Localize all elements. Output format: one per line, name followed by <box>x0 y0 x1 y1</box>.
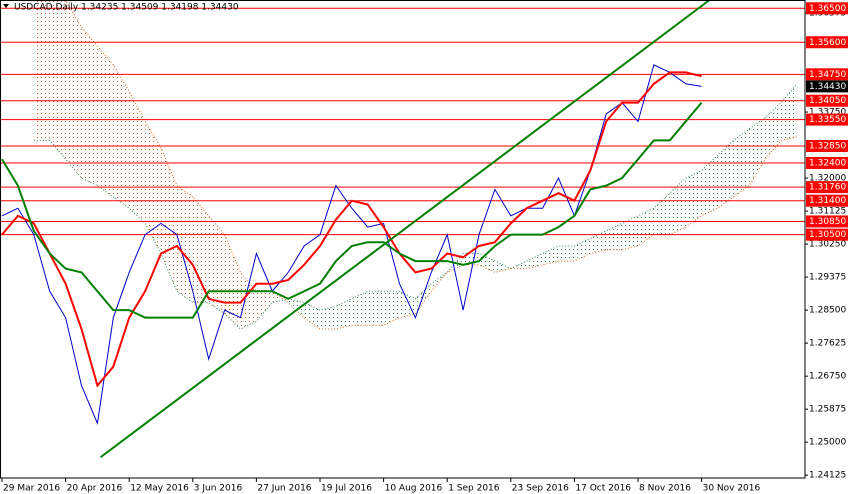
cloud-segment <box>669 178 686 235</box>
level-label: 1.30500 <box>809 230 846 240</box>
level-label-box <box>806 68 848 81</box>
x-tick-label: 19 Jul 2016 <box>321 484 372 494</box>
plot-frame <box>0 0 806 479</box>
current-price-label: 1.34430 <box>809 82 846 92</box>
level-label: 1.33550 <box>809 115 846 125</box>
y-tick-label: 1.25000 <box>809 438 846 448</box>
level-label-box <box>806 94 848 107</box>
cloud-segment <box>479 253 495 273</box>
cloud-segment <box>606 223 623 250</box>
level-label: 1.34750 <box>809 70 846 80</box>
cloud-segment <box>49 0 66 160</box>
cloud-segment <box>288 298 305 318</box>
cloud-segment <box>653 193 670 235</box>
x-tick-label: 27 Jun 2016 <box>257 484 311 494</box>
tenkan-sen <box>1 71 702 388</box>
x-tick-label: 17 Oct 2016 <box>575 484 631 494</box>
cloud-segment <box>558 245 575 262</box>
cloud-segment <box>97 46 114 197</box>
current-price-box <box>806 80 848 93</box>
cloud-segment <box>304 302 320 329</box>
y-tick-label: 1.32000 <box>809 174 846 184</box>
y-tick-label: 1.29375 <box>809 273 846 283</box>
cloud-segment <box>622 215 638 250</box>
x-tick-label: 30 Nov 2016 <box>703 484 761 494</box>
cloud-segment <box>240 272 257 329</box>
y-tick-label: 1.28500 <box>809 306 846 316</box>
level-label-box <box>806 36 848 49</box>
level-label-box <box>806 215 848 228</box>
trendline <box>99 0 711 459</box>
cloud-segment <box>208 215 225 314</box>
cloud-segment <box>701 155 718 216</box>
cloud-segment <box>685 170 702 228</box>
cloud-segment <box>781 83 797 141</box>
cloud-segment <box>749 117 766 186</box>
level-label-box <box>806 156 848 169</box>
cloud-segment <box>574 238 591 262</box>
cloud-segment <box>320 306 336 329</box>
x-tick-label: 8 Nov 2016 <box>639 484 691 494</box>
menu-arrow <box>3 4 9 8</box>
cloud-segment <box>367 291 384 326</box>
x-tick-label: 12 May 2016 <box>130 484 189 494</box>
level-label-box <box>806 194 848 207</box>
y-tick-label: 1.30250 <box>809 240 846 250</box>
cloud-segment <box>65 0 82 179</box>
x-tick-label: 20 Apr 2016 <box>67 484 123 494</box>
cloud-segment <box>224 234 241 329</box>
level-label: 1.31400 <box>809 196 846 206</box>
x-tick-label: 10 Aug 2016 <box>385 484 443 494</box>
y-tick-label: 1.24125 <box>809 471 846 481</box>
level-label: 1.34050 <box>809 96 846 106</box>
cloud-segment <box>399 291 416 318</box>
y-tick-label: 1.33750 <box>809 108 846 118</box>
x-tick-label: 23 Sep 2016 <box>512 484 569 494</box>
level-label: 1.32850 <box>809 142 846 152</box>
cloud-segment <box>192 196 209 303</box>
price-line <box>1 64 702 426</box>
kijun-sen <box>1 101 703 319</box>
cloud-segment <box>415 283 432 314</box>
cloud-segment <box>176 185 193 303</box>
cloud-segment <box>383 291 400 326</box>
level-label: 1.35600 <box>809 38 846 48</box>
level-label-box <box>806 2 848 15</box>
x-tick-label: 29 Mar 2016 <box>3 484 60 494</box>
cloud-segment <box>81 27 98 186</box>
cloud-segment <box>526 253 543 269</box>
cloud-segment <box>542 245 559 265</box>
cloud-segment <box>590 230 607 254</box>
cloud-segment <box>494 261 511 273</box>
x-tick-label: 3 Jun 2016 <box>194 484 243 494</box>
x-tick-label: 1 Sep 2016 <box>448 484 500 494</box>
level-label: 1.31760 <box>809 183 846 193</box>
cloud-segment <box>33 0 50 141</box>
y-tick-label: 1.25875 <box>809 405 846 415</box>
y-tick-label: 1.26750 <box>809 372 846 382</box>
level-label-box <box>806 181 848 194</box>
cloud-segment <box>256 291 273 322</box>
level-label-box <box>806 113 848 126</box>
level-label-box <box>806 228 848 241</box>
level-label: 1.30850 <box>809 217 846 227</box>
cloud-segment <box>717 140 734 209</box>
chart-title: USDCAD,Daily 1.34235 1.34509 1.34198 1.3… <box>14 3 239 13</box>
level-label-box <box>806 140 848 153</box>
cloud-segment <box>335 298 352 329</box>
y-tick-label: 1.31125 <box>809 207 846 217</box>
level-label: 1.32400 <box>809 158 846 168</box>
y-tick-label: 1.27625 <box>809 339 846 349</box>
cloud-segment <box>765 102 782 160</box>
cloud-segment <box>638 208 654 246</box>
level-label: 1.36500 <box>809 4 846 14</box>
cloud-segment <box>351 291 368 326</box>
cloud-segment <box>129 91 146 224</box>
cloud-segment <box>161 147 177 292</box>
